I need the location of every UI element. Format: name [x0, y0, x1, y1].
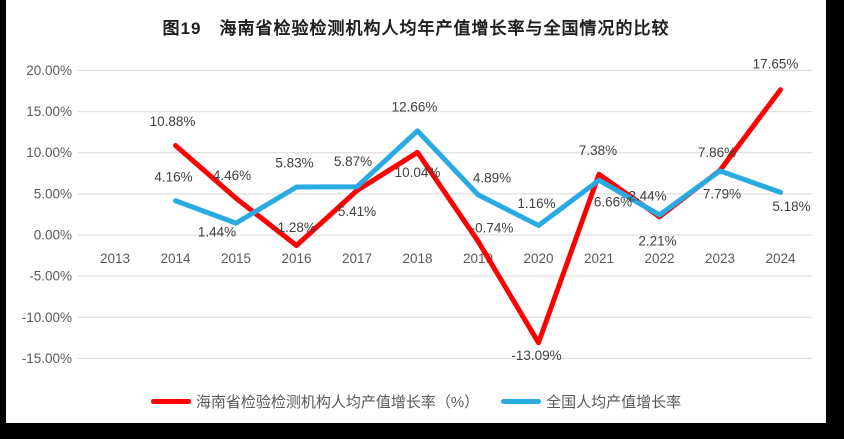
data-label: -1.28% [273, 220, 316, 235]
data-label: 5.18% [772, 199, 810, 214]
data-label: 10.04% [395, 165, 441, 180]
y-tick-label: 10.00% [26, 145, 72, 160]
data-label: 6.66% [594, 195, 632, 210]
legend-label-national: 全国人均产值增长率 [546, 394, 682, 411]
y-tick-label: 5.00% [34, 186, 72, 201]
data-label: 1.16% [517, 196, 555, 211]
y-tick-label: 15.00% [26, 104, 72, 119]
x-tick-label: 2015 [221, 251, 251, 266]
photo-edge-left [0, 0, 6, 439]
legend-item-hainan: 海南省检验检测机构人均产值增长率（%） [150, 391, 480, 412]
hainan-series-line [173, 87, 783, 346]
data-label: 2.21% [638, 233, 676, 248]
data-label: 7.79% [703, 186, 741, 201]
data-label: 4.46% [213, 168, 251, 183]
x-tick-label: 2023 [705, 251, 735, 266]
data-label: 5.87% [334, 154, 372, 169]
photo-edge-right [826, 0, 844, 439]
chart-legend: 海南省检验检测机构人均产值增长率（%） 全国人均产值增长率 [6, 391, 826, 412]
data-label: 10.88% [150, 114, 196, 129]
legend-label-hainan: 海南省检验检测机构人均产值增长率（%） [195, 394, 480, 411]
y-tick-label: -10.00% [22, 310, 72, 325]
data-label: 7.86% [698, 145, 736, 160]
x-tick-label: 2013 [100, 251, 130, 266]
x-tick-label: 2024 [765, 251, 796, 266]
data-label: 5.41% [338, 204, 376, 219]
hainan-line-swatch-icon [150, 399, 191, 404]
national-series-line [173, 128, 783, 228]
data-label: -0.74% [471, 221, 514, 236]
x-tick-label: 2021 [584, 251, 614, 266]
data-label: 17.65% [753, 56, 799, 71]
x-tick-label: 2022 [644, 251, 674, 266]
national-line-swatch-icon [501, 399, 542, 404]
y-tick-label: -5.00% [29, 269, 72, 284]
data-label: 2.44% [628, 188, 666, 203]
data-label: 5.83% [275, 156, 313, 171]
x-tick-label: 2014 [160, 251, 191, 266]
y-tick-label: 0.00% [34, 228, 72, 243]
y-tick-label: 20.00% [26, 63, 72, 78]
chart-title: 图19 海南省检验检测机构人均年产值增长率与全国情况的比较 [162, 19, 670, 38]
x-tick-label: 2017 [342, 251, 372, 266]
x-tick-label: 2018 [402, 251, 432, 266]
data-label: 4.89% [473, 170, 511, 185]
data-label: 12.66% [392, 99, 438, 114]
x-tick-label: 2020 [523, 251, 553, 266]
legend-item-national: 全国人均产值增长率 [501, 391, 681, 412]
x-tick-label: 2016 [281, 251, 311, 266]
photo-edge-bottom [0, 423, 844, 439]
data-label: 7.38% [579, 143, 617, 158]
data-label: -13.09% [511, 348, 561, 363]
data-label: 1.44% [198, 225, 236, 240]
data-label: 4.16% [154, 169, 192, 184]
y-tick-label: -15.00% [22, 351, 72, 366]
